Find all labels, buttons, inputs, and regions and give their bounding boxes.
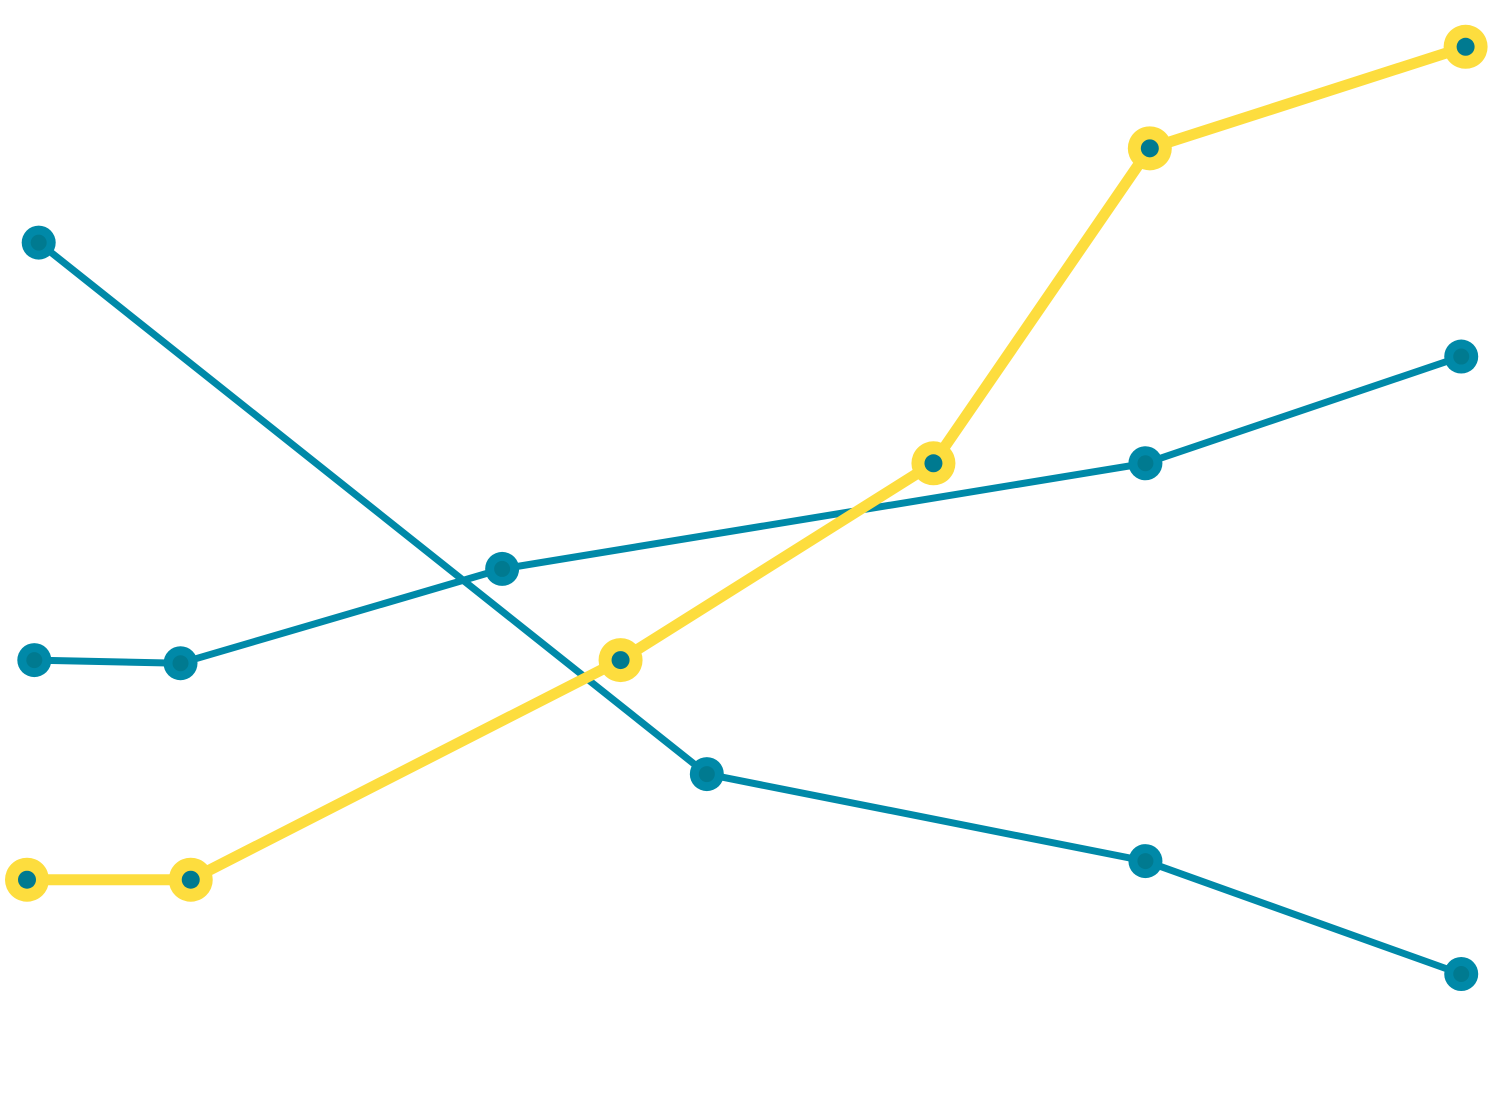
series-3-point-1-center — [18, 870, 36, 889]
series-3-line — [21, 41, 1472, 886]
series-2 — [17, 339, 1479, 681]
series-3-point-3-center — [611, 651, 630, 670]
series-1 — [21, 225, 1479, 992]
series-3 — [5, 24, 1488, 902]
series-2-point-2-center — [172, 655, 189, 672]
series-3-point-2-center — [181, 870, 200, 889]
series-3-point-4-center — [924, 454, 943, 473]
series-2-point-3-center — [494, 560, 511, 577]
series-2-point-4-center — [1137, 455, 1154, 472]
series-2-point-1-center — [26, 652, 43, 669]
series-1-point-2-center — [698, 766, 715, 783]
series-2-point-5-center — [1453, 348, 1470, 365]
series-1-point-1-center — [30, 234, 47, 251]
series-3-point-6-center — [1456, 37, 1475, 56]
series-1-point-4-center — [1453, 966, 1470, 983]
series-2-line — [30, 353, 1465, 667]
series-1-line — [35, 239, 1465, 978]
series-1-point-3-center — [1137, 853, 1154, 870]
series-3-point-5-center — [1140, 139, 1159, 158]
